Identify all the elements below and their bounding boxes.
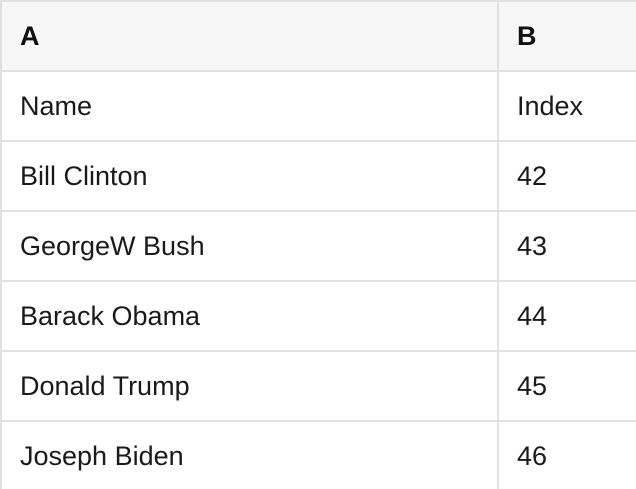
- table-row: Barack Obama 44: [2, 282, 636, 352]
- cell-b5[interactable]: 45: [517, 370, 548, 401]
- cell-b6[interactable]: 46: [517, 440, 548, 471]
- column-header-row: A B: [2, 2, 636, 72]
- cell-a1[interactable]: Name: [2, 72, 499, 140]
- cell-a2[interactable]: Bill Clinton: [2, 142, 499, 210]
- cell-b1[interactable]: Index: [517, 90, 584, 121]
- cell-a3[interactable]: GeorgeW Bush: [2, 212, 499, 280]
- table-row: Donald Trump 45: [2, 352, 636, 422]
- table-row: Joseph Biden 46: [2, 422, 636, 489]
- cell-a4[interactable]: Barack Obama: [2, 282, 499, 350]
- table-row: Bill Clinton 42: [2, 142, 636, 212]
- cell-b3[interactable]: 43: [517, 230, 548, 261]
- column-header-b[interactable]: B: [517, 20, 537, 51]
- column-header-a[interactable]: A: [2, 2, 499, 70]
- cell-a6[interactable]: Joseph Biden: [2, 422, 499, 489]
- cell-b2[interactable]: 42: [517, 160, 548, 191]
- table-row: GeorgeW Bush 43: [2, 212, 636, 282]
- cell-a5[interactable]: Donald Trump: [2, 352, 499, 420]
- table-row: Name Index: [2, 72, 636, 142]
- cell-b4[interactable]: 44: [517, 300, 548, 331]
